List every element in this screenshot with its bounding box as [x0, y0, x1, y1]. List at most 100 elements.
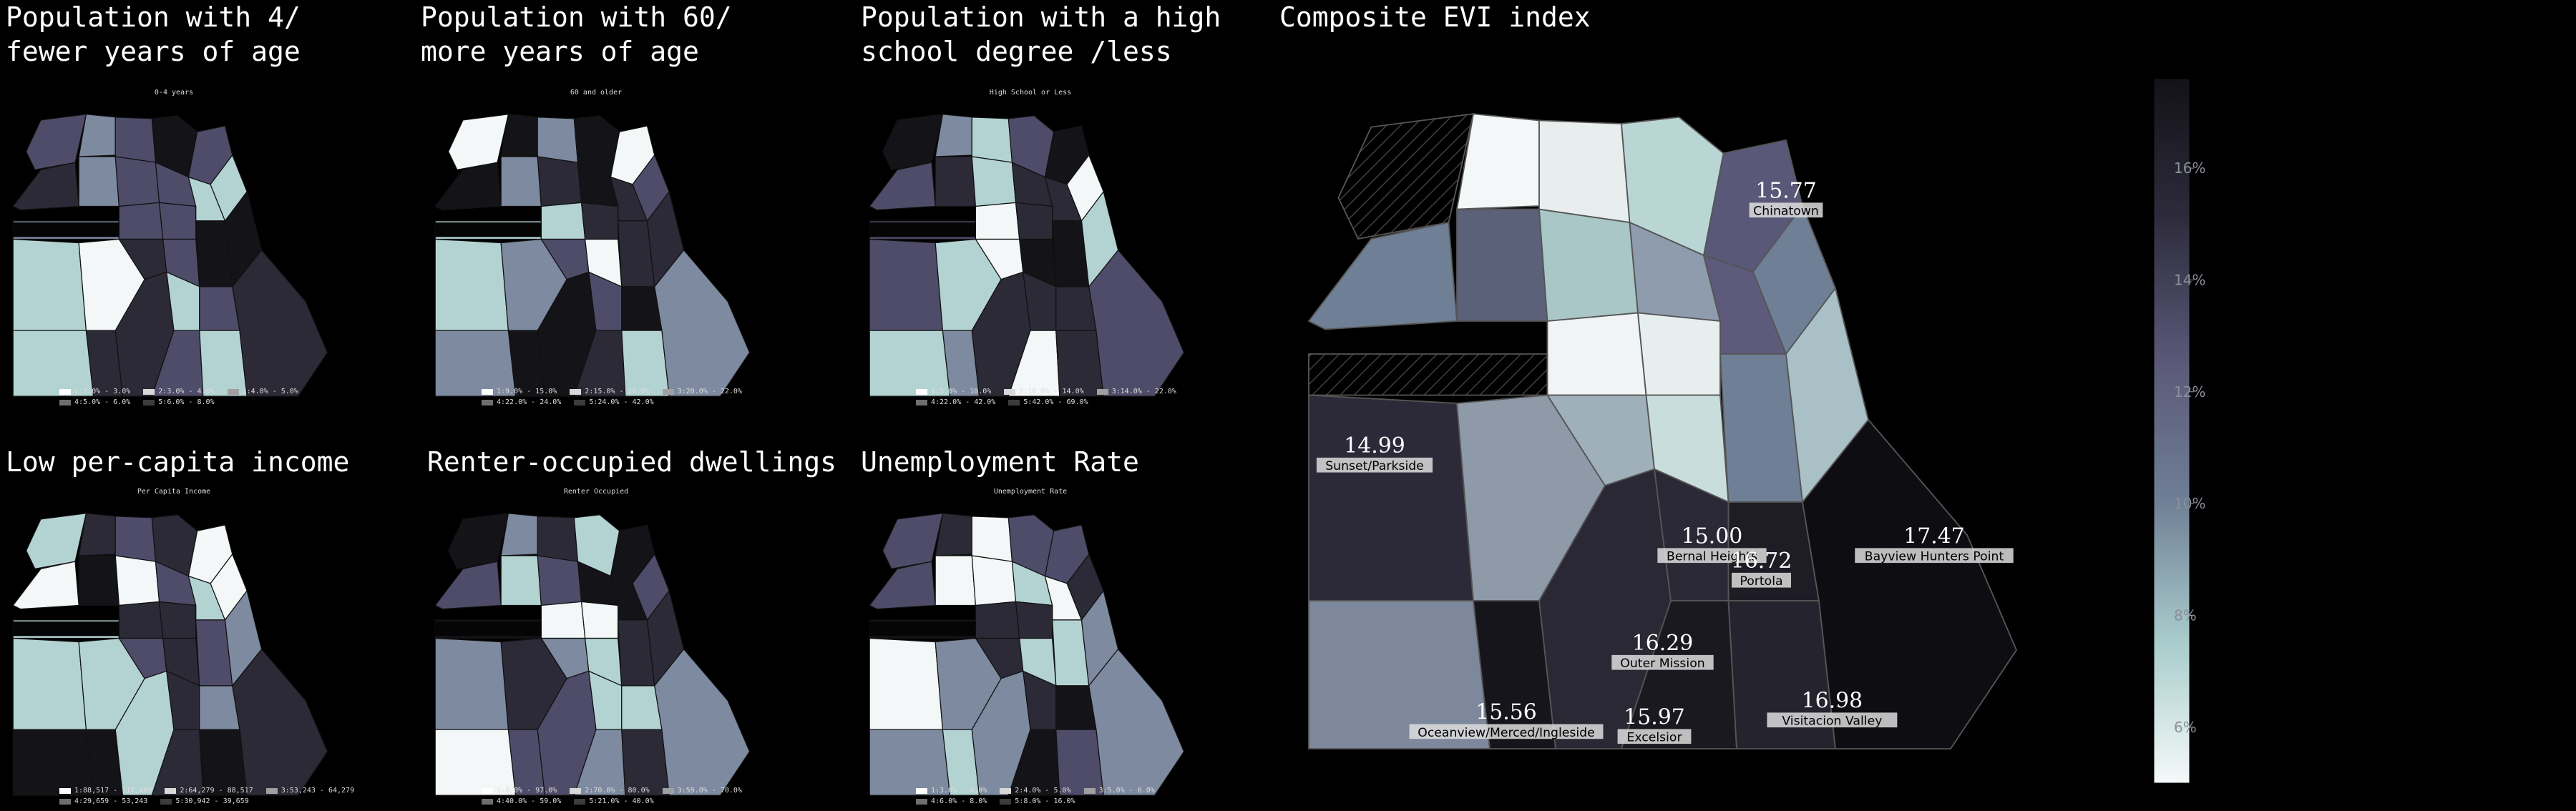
colorbar-tick-label: 12%: [2174, 383, 2205, 400]
panel-map-6: [869, 513, 1185, 796]
panel-subtitle: Per Capita Income: [137, 488, 211, 496]
neighborhood-region: [25, 114, 87, 171]
neighborhood-region: [1307, 221, 1458, 330]
neighborhood-name: Bayview Hunters Point: [1865, 550, 2004, 564]
legend-item: 3:53,243 - 64,279: [265, 787, 355, 795]
neighborhood-region: [869, 561, 936, 610]
legend-label: 3:5.0% - 6.0%: [1098, 787, 1155, 795]
panel-subtitle: Renter Occupied: [563, 488, 629, 496]
legend-item: 4:6.0% - 8.0%: [916, 797, 987, 805]
legend-label: 2:70.0% - 80.0%: [585, 787, 650, 795]
neighborhood-region: [434, 238, 509, 331]
legend-label: 2:10.0% - 14.0%: [1019, 388, 1084, 395]
neighborhood-region: [654, 648, 751, 796]
colorbar-tick-label: 10%: [2174, 495, 2205, 512]
legend-swatch: [916, 388, 927, 395]
park-region: [435, 222, 542, 237]
legend-item: 1:5.0% - 10.0%: [916, 388, 991, 395]
neighborhood-region: [500, 555, 542, 606]
legend-item: 2:70.0% - 80.0%: [570, 787, 650, 795]
legend-label: 3:4.0% - 5.0%: [242, 388, 298, 395]
legend-item: 1:3.0% - 4.0%: [916, 787, 987, 795]
neighborhood-region: [12, 162, 79, 211]
legend-item: 2:10.0% - 14.0%: [1004, 388, 1084, 395]
neighborhood-name: Outer Mission: [1620, 657, 1704, 671]
legend-label: 5:6.0% - 8.0%: [158, 398, 215, 406]
legend-label: 1:0.0% - 97.0%: [497, 787, 557, 795]
neighborhood-region: [1055, 330, 1104, 397]
neighborhood-region: [1015, 601, 1053, 639]
legend-label: 2:3.0% - 4.0%: [158, 388, 215, 395]
neighborhood-region: [971, 555, 1017, 606]
neighborhood-value: 14.99: [1344, 433, 1405, 458]
legend-label: 5:21.0% - 40.0%: [589, 797, 654, 805]
legend-label: 2:4.0% - 5.0%: [1015, 787, 1071, 795]
legend-swatch: [916, 798, 927, 805]
legend-item: 1:2.0% - 3.0%: [59, 388, 130, 395]
legend-label: 3:20.0% - 22.0%: [677, 388, 742, 395]
legend-item: 2:64,279 - 88,517: [165, 787, 253, 795]
neighborhood-region: [118, 202, 164, 240]
neighborhood-name: Sunset/Parkside: [1325, 459, 1424, 473]
neighborhood-region: [12, 330, 94, 397]
neighborhood-value: 16.72: [1731, 549, 1792, 574]
neighborhood-region: [232, 648, 328, 796]
neighborhood-region: [1802, 418, 2018, 749]
neighborhood-label-bg: [1611, 654, 1714, 670]
legend-item: 4:29,659 - 53,243: [59, 797, 147, 805]
panel-subtitle: 0-4 years: [154, 89, 194, 97]
legend-swatch: [1000, 787, 1012, 794]
legend-label: 4:6.0% - 8.0%: [931, 797, 987, 805]
legend-swatch: [482, 399, 493, 406]
neighborhood-label-bg: [1767, 712, 1898, 728]
legend-swatch: [160, 798, 172, 805]
neighborhood-region: [971, 117, 1013, 163]
legend-item: 5:24.0% - 42.0%: [574, 398, 654, 406]
legend-swatch: [662, 388, 674, 395]
neighborhood-region: [882, 513, 944, 570]
legend-item: 3:4.0% - 5.0%: [227, 388, 298, 395]
neighborhood-value: 17.47: [1903, 524, 1965, 549]
park-region: [869, 222, 976, 237]
neighborhood-region: [971, 156, 1017, 207]
neighborhood-region: [12, 729, 94, 796]
park-region: [869, 621, 976, 636]
neighborhood-region: [537, 156, 582, 207]
neighborhood-region: [1538, 208, 1639, 323]
panel-legend: 1:5.0% - 10.0% 2:10.0% - 14.0% 3:14.0% - 2…: [916, 388, 1176, 409]
neighborhood-label-bg: [1617, 729, 1692, 744]
legend-item: 5:30,942 - 39,659: [160, 797, 249, 805]
neighborhood-region: [971, 516, 1013, 562]
legend-label: 2:64,279 - 88,517: [180, 787, 253, 795]
neighborhood-region: [434, 330, 517, 397]
colorbar-tick-label: 8%: [2174, 606, 2197, 624]
legend-swatch: [570, 388, 582, 395]
legend-label: 4:5.0% - 6.0%: [74, 398, 131, 406]
neighborhood-region: [935, 156, 977, 207]
legend-swatch: [482, 388, 493, 395]
neighborhood-region: [114, 156, 160, 207]
legend-label: 3:53,243 - 64,279: [280, 787, 355, 795]
neighborhood-region: [869, 238, 944, 331]
legend-label: 5:24.0% - 42.0%: [589, 398, 654, 406]
legend-item: 2:4.0% - 5.0%: [1000, 787, 1071, 795]
legend-swatch: [662, 787, 674, 794]
neighborhood-region: [537, 555, 582, 606]
neighborhood-region: [975, 202, 1020, 240]
neighborhood-label-bg: [1409, 724, 1604, 739]
neighborhood-region: [434, 729, 517, 796]
legend-item: 3:59.0% - 70.0%: [662, 787, 742, 795]
neighborhood-name: Excelsior: [1626, 731, 1682, 745]
neighborhood-region: [1308, 394, 1474, 601]
neighborhood-region: [158, 601, 197, 639]
panel-title-4: Low per-capita income: [6, 446, 350, 478]
neighborhood-label-bg: [1855, 548, 2014, 564]
legend-label: 1:88,517 - 117,489: [74, 787, 152, 795]
neighborhood-region: [882, 114, 944, 171]
legend-label: 5:42.0% - 69.0%: [1023, 398, 1088, 406]
neighborhood-name: Portola: [1740, 574, 1782, 589]
legend-swatch: [1008, 399, 1020, 406]
legend-label: 4:29,659 - 53,243: [74, 797, 148, 805]
neighborhood-region: [935, 555, 977, 606]
neighborhood-region: [1308, 353, 1548, 396]
